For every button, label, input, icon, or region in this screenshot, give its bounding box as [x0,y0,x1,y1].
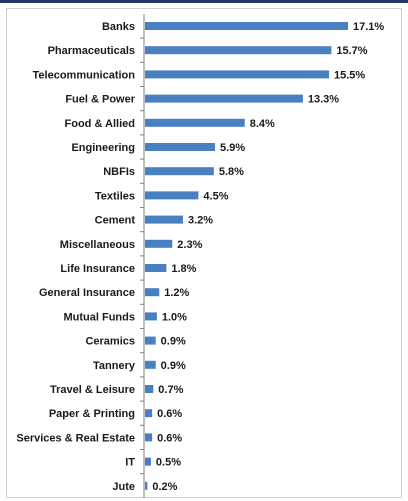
category-label: Miscellaneous [60,239,135,251]
category-label: Cement [95,215,136,227]
bar [145,409,153,418]
category-label: Travel & Leisure [50,384,135,396]
bar [145,191,199,200]
bar [145,70,330,79]
value-label: 2.3% [177,239,202,251]
category-label: Food & Allied [65,118,135,130]
value-label: 0.6% [157,408,182,420]
category-label: Engineering [71,142,135,154]
bar [145,336,156,345]
category-label: Ceramics [85,336,135,348]
category-label: Fuel & Power [65,94,135,106]
value-label: 0.6% [157,432,182,444]
category-label: IT [125,457,135,469]
value-label: 0.5% [156,457,181,469]
bar [145,360,156,369]
value-label: 0.9% [161,336,186,348]
value-label: 1.0% [162,311,187,323]
value-label: 3.2% [188,215,213,227]
value-label: 1.8% [171,263,196,275]
category-label: Mutual Funds [64,311,136,323]
value-label: 15.5% [334,69,365,81]
category-label: General Insurance [39,287,135,299]
top-rule [0,0,408,3]
bar [145,22,348,30]
bar [145,312,157,321]
category-label: Tannery [93,360,136,372]
value-label: 4.5% [203,190,228,202]
bar [145,94,303,103]
bar [145,433,153,442]
value-label: 0.7% [158,384,183,396]
category-label: NBFIs [103,166,135,178]
value-label: 5.9% [220,142,245,154]
category-label: Paper & Printing [49,408,135,420]
value-label: 15.7% [336,45,367,57]
bar [145,481,148,490]
bar [145,46,332,55]
bar [145,288,160,297]
value-label: 0.9% [161,360,186,372]
category-label: Banks [102,21,135,33]
value-label: 13.3% [308,94,339,106]
bar [145,143,216,151]
category-label: Textiles [95,190,135,202]
category-label: Jute [112,481,135,493]
plot-area-border [6,8,402,498]
bar [145,215,183,224]
bar [145,118,245,127]
category-label: Pharmaceuticals [48,45,135,57]
value-label: 8.4% [250,118,275,130]
bar [145,264,167,272]
bar [145,239,173,248]
category-label: Telecommunication [33,69,136,81]
category-label: Life Insurance [60,263,135,275]
value-label: 0.2% [152,481,177,493]
value-label: 1.2% [164,287,189,299]
bar [145,385,154,393]
value-label: 5.8% [219,166,244,178]
value-label: 17.1% [353,21,384,33]
category-label: Services & Real Estate [16,432,135,444]
bar [145,167,214,176]
bar [145,457,151,466]
